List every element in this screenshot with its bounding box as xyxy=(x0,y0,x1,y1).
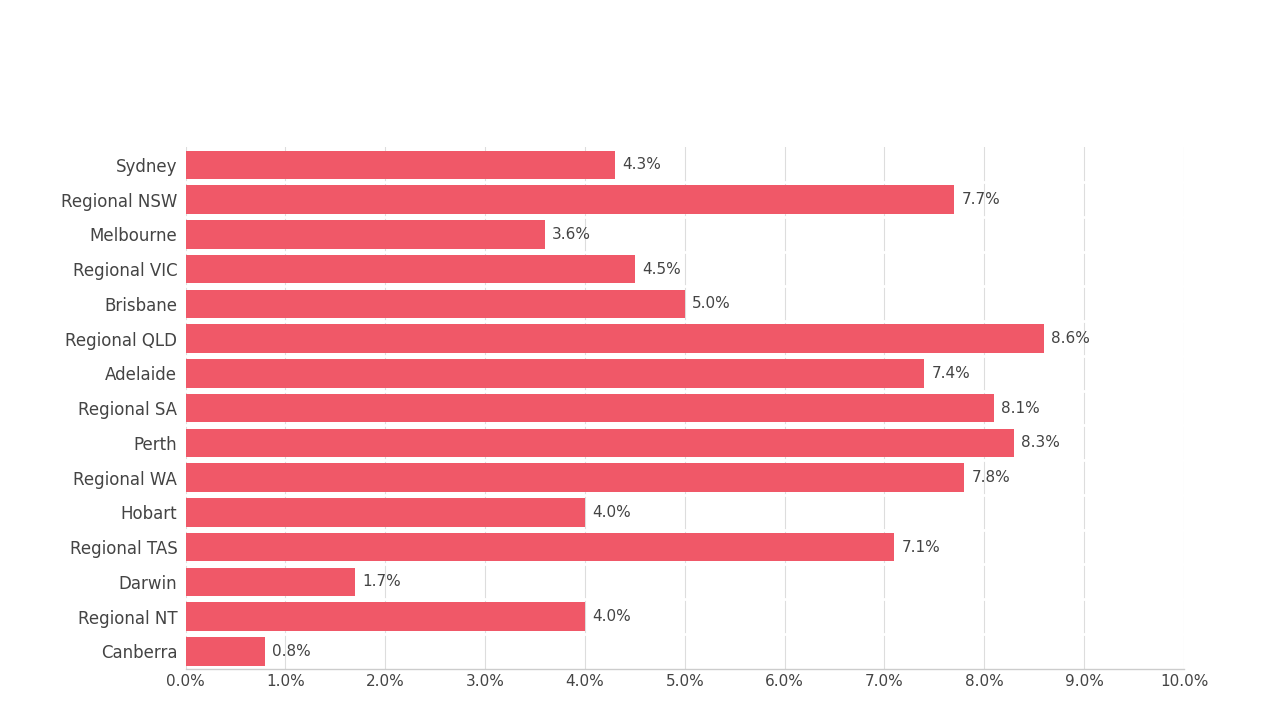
Text: 4.0%: 4.0% xyxy=(591,505,631,520)
Text: 8.1%: 8.1% xyxy=(1001,400,1041,416)
Text: 7.4%: 7.4% xyxy=(932,366,970,381)
Bar xyxy=(186,463,964,492)
Text: 8.6%: 8.6% xyxy=(1051,331,1091,346)
Text: 4.5%: 4.5% xyxy=(641,262,681,277)
Bar xyxy=(186,394,995,422)
Bar xyxy=(186,637,265,666)
Text: Annual change in median weekly advertised rents: Annual change in median weekly advertise… xyxy=(247,30,1033,58)
Text: 5.0%: 5.0% xyxy=(691,296,731,311)
Text: 0.8%: 0.8% xyxy=(273,644,311,659)
Bar xyxy=(186,150,614,179)
Bar xyxy=(186,186,955,214)
Bar xyxy=(186,290,685,318)
Text: 7.1%: 7.1% xyxy=(901,539,941,554)
Text: 7.8%: 7.8% xyxy=(972,470,1010,485)
Bar xyxy=(186,220,545,249)
Bar xyxy=(186,603,585,631)
Bar xyxy=(186,255,635,283)
Bar xyxy=(186,498,585,526)
Bar xyxy=(186,324,1044,353)
Bar xyxy=(186,567,356,596)
Text: 4.0%: 4.0% xyxy=(591,609,631,624)
Text: 8.3%: 8.3% xyxy=(1021,435,1060,450)
Text: 3.6%: 3.6% xyxy=(552,226,591,242)
Text: Dec-24: Dec-24 xyxy=(586,84,694,112)
Text: 4.3%: 4.3% xyxy=(622,157,660,173)
Text: 1.7%: 1.7% xyxy=(362,574,401,590)
Text: 7.7%: 7.7% xyxy=(961,192,1000,207)
Bar xyxy=(186,359,924,388)
Bar xyxy=(186,429,1014,457)
Bar xyxy=(186,533,895,562)
